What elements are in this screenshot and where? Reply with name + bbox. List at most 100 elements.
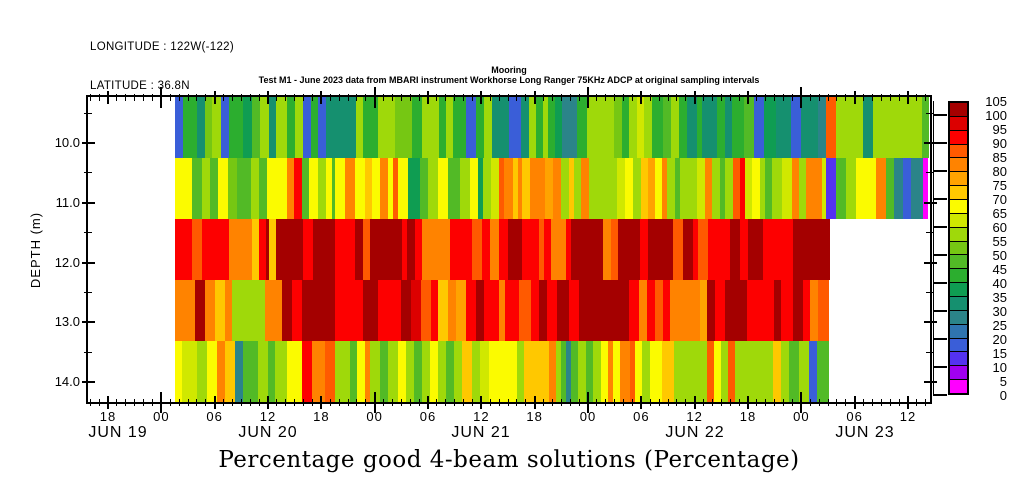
- depth-tick-label: 11.0: [55, 194, 80, 210]
- colorbar-cell: [950, 200, 967, 214]
- heatmap-cell: [776, 97, 792, 158]
- heatmap-cell: [633, 158, 642, 219]
- heatmap-cell: [420, 280, 431, 341]
- colorbar-tick-label: 10: [992, 360, 1007, 375]
- colorbar-tick-label: 85: [992, 150, 1007, 165]
- heatmap-cell: [589, 158, 618, 219]
- heatmap-cell: [873, 97, 890, 158]
- heatmap-cell: [772, 158, 783, 219]
- colorbar-tick: [933, 282, 947, 284]
- heatmap-cell: [593, 280, 629, 341]
- heatmap-cell: [317, 158, 326, 219]
- day-label: JUN 20: [238, 424, 298, 441]
- heatmap-cell: [586, 341, 594, 402]
- colorbar-cell: [950, 130, 967, 145]
- heatmap-cell: [204, 280, 215, 341]
- heatmap-cell: [325, 158, 332, 219]
- heatmap-cell: [791, 97, 802, 158]
- heatmap-cell: [430, 280, 438, 341]
- heatmap-cell: [224, 280, 232, 341]
- heatmap-cell: [876, 158, 886, 219]
- heatmap-cell: [475, 280, 484, 341]
- heatmap-depth-row: [88, 341, 930, 402]
- heatmap-cell: [293, 158, 302, 219]
- heatmap-cell: [518, 280, 531, 341]
- colorbar-tick-label: 100: [985, 108, 1007, 123]
- heatmap-cell: [191, 158, 202, 219]
- heatmap-cell: [809, 341, 818, 402]
- heatmap-cell: [747, 219, 763, 280]
- heatmap-cell: [655, 158, 663, 219]
- colorbar-tick: [933, 170, 947, 172]
- heatmap-cell: [251, 97, 260, 158]
- hour-tick-label: 00: [153, 409, 170, 424]
- colorbar-tick-label: 95: [992, 122, 1007, 137]
- heatmap-cell: [421, 341, 430, 402]
- heatmap-cell: [477, 158, 483, 219]
- hour-tick-label: 00: [793, 409, 810, 424]
- colorbar-tick-label: 75: [992, 178, 1007, 193]
- heatmap-cell: [331, 158, 335, 219]
- heatmap-cell: [638, 280, 647, 341]
- heatmap-cell: [334, 219, 355, 280]
- colorbar-tick-label: 60: [992, 220, 1007, 235]
- heatmap-cell: [334, 341, 350, 402]
- heatmap-cell: [781, 280, 794, 341]
- heatmap-cell: [610, 219, 618, 280]
- heatmap-cell: [707, 219, 730, 280]
- heatmap-cell: [550, 219, 566, 280]
- heatmap-cell: [628, 97, 637, 158]
- heatmap-cell: [720, 158, 726, 219]
- colorbar-tick: [933, 254, 947, 256]
- heatmap-cell: [447, 158, 460, 219]
- heatmap-cell: [354, 219, 363, 280]
- heatmap-cell: [334, 97, 356, 158]
- heatmap-cell: [522, 158, 531, 219]
- hour-tick-label: 00: [579, 409, 597, 424]
- heatmap-cell: [234, 341, 243, 402]
- heatmap-cell: [792, 158, 800, 219]
- heatmap-cell: [479, 341, 489, 402]
- heatmap-cell: [528, 97, 536, 158]
- heatmap-cell: [556, 280, 569, 341]
- colorbar-tick-label: 45: [992, 262, 1007, 277]
- heatmap-cell: [635, 341, 643, 402]
- heatmap-cell: [752, 158, 761, 219]
- heatmap-cell: [175, 219, 192, 280]
- heatmap-cell: [630, 341, 636, 402]
- heatmap-cell: [175, 158, 192, 219]
- heatmap-cell: [712, 158, 721, 219]
- heatmap-cell: [267, 341, 275, 402]
- heatmap-cell: [362, 97, 378, 158]
- heatmap-cell: [601, 341, 609, 402]
- heatmap-cell: [397, 341, 406, 402]
- heatmap-cell: [728, 341, 736, 402]
- heatmap-cell: [508, 97, 521, 158]
- heatmap-nodata-gap: [88, 97, 175, 158]
- heatmap-cell: [503, 158, 513, 219]
- heatmap-cell: [762, 219, 793, 280]
- heatmap-cell: [471, 219, 482, 280]
- hour-tick-label: 06: [633, 409, 650, 424]
- heatmap-cell: [209, 158, 218, 219]
- hour-tick-label: 00: [366, 409, 383, 424]
- heatmap-cell: [856, 158, 877, 219]
- heatmap-cell: [325, 97, 335, 158]
- heatmap-cell: [662, 341, 675, 402]
- heatmap-cell: [257, 341, 268, 402]
- heatmap-cell: [675, 158, 681, 219]
- colorbar-cell: [950, 366, 967, 381]
- heatmap-cell: [789, 341, 800, 402]
- heatmap-cell: [312, 219, 335, 280]
- heatmap-cell: [324, 341, 335, 402]
- heatmap-cell: [301, 280, 335, 341]
- heatmap-cell: [678, 97, 687, 158]
- heatmap-cell: [461, 341, 472, 402]
- heatmap-cell: [259, 97, 269, 158]
- heatmap-cell: [613, 97, 622, 158]
- heatmap-cell: [362, 219, 370, 280]
- colorbar-tick-label: 35: [992, 290, 1007, 305]
- heatmap-cell: [714, 341, 722, 402]
- heatmap-cell: [902, 158, 911, 219]
